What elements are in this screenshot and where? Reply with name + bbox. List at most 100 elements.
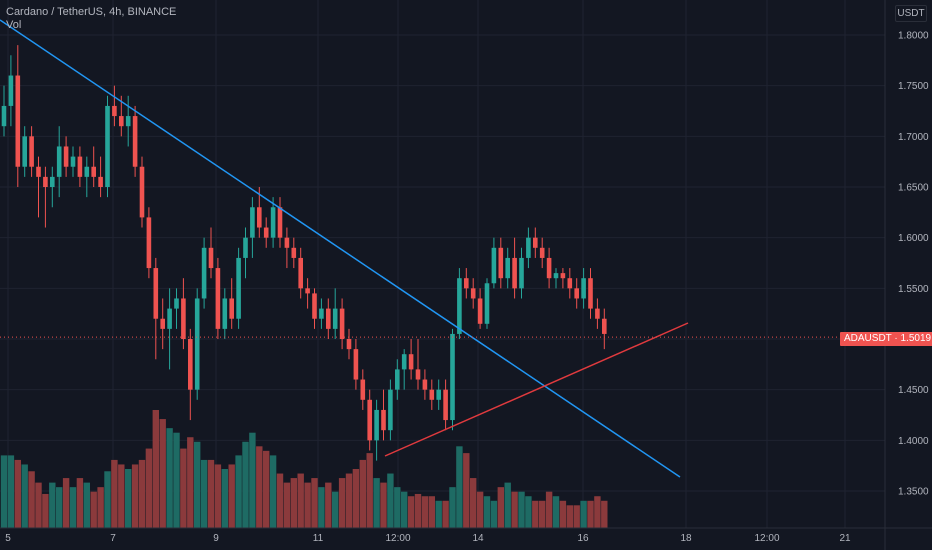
volume-bar bbox=[221, 469, 228, 528]
volume-bar bbox=[83, 482, 90, 528]
volume-bar bbox=[566, 505, 573, 528]
candle-body bbox=[553, 273, 559, 279]
descending-trendline[interactable] bbox=[0, 19, 681, 478]
volume-bar bbox=[125, 469, 132, 528]
candle-body bbox=[395, 369, 400, 390]
volume-bar bbox=[428, 496, 435, 528]
price-tick-label: 1.7000 bbox=[898, 132, 929, 143]
candle-body bbox=[533, 237, 538, 248]
volume-bars bbox=[0, 410, 608, 528]
candle-body bbox=[119, 116, 124, 127]
candle-body bbox=[194, 298, 200, 390]
candle-body bbox=[422, 379, 428, 390]
volume-bar bbox=[532, 500, 539, 528]
candle-body bbox=[567, 278, 573, 289]
candle-body bbox=[270, 207, 276, 238]
candle-body bbox=[546, 257, 552, 279]
candle-body bbox=[498, 247, 504, 279]
candle-body bbox=[312, 293, 317, 319]
volume-bar bbox=[194, 441, 201, 528]
currency-label[interactable]: USDT bbox=[895, 5, 927, 22]
volume-bar bbox=[456, 446, 463, 528]
candle-body bbox=[36, 166, 41, 177]
volume-bar bbox=[249, 432, 256, 528]
volume-bar bbox=[131, 464, 139, 528]
volume-bar bbox=[580, 500, 587, 528]
time-axis[interactable]: 5 7 9 11 12:00 14 16 18 12:00 21 bbox=[5, 533, 851, 544]
volume-bar bbox=[180, 448, 187, 528]
volume-bar bbox=[42, 493, 49, 528]
last-price-badge: ADAUSDT · 1.5019 bbox=[840, 332, 932, 346]
candle-body bbox=[429, 389, 435, 400]
volume-bar bbox=[497, 487, 504, 528]
volume-bar bbox=[207, 459, 215, 528]
price-tick-label: 1.8000 bbox=[898, 31, 929, 42]
candles bbox=[1, 45, 607, 461]
volume-bar bbox=[152, 410, 159, 528]
badge-separator: · bbox=[894, 333, 901, 344]
candle-body bbox=[91, 166, 96, 177]
candle-body bbox=[284, 237, 290, 248]
volume-bar bbox=[359, 459, 366, 528]
candle-body bbox=[374, 409, 379, 441]
volume-bar bbox=[318, 487, 325, 528]
candle-body bbox=[243, 237, 248, 258]
candle-body bbox=[160, 318, 165, 329]
price-tick-label: 1.4000 bbox=[898, 436, 929, 447]
currency-text: USDT bbox=[897, 8, 925, 19]
candle-body bbox=[63, 146, 69, 167]
volume-bar bbox=[242, 441, 249, 528]
candle-body bbox=[353, 349, 359, 380]
candle-body bbox=[29, 136, 34, 167]
volume-bar bbox=[449, 487, 456, 528]
volume-bar bbox=[483, 496, 491, 528]
time-tick-label: 14 bbox=[472, 533, 484, 544]
volume-bar bbox=[159, 419, 166, 528]
volume-bar bbox=[49, 482, 56, 528]
time-tick-label: 12:00 bbox=[754, 533, 779, 544]
candle-body bbox=[388, 389, 393, 431]
candle-body bbox=[201, 247, 207, 299]
candle-body bbox=[70, 156, 76, 167]
volume-bar bbox=[269, 455, 277, 528]
candle-body bbox=[491, 247, 497, 284]
volume-bar bbox=[145, 448, 153, 528]
time-tick-label: 11 bbox=[313, 533, 324, 544]
volume-bar bbox=[504, 482, 511, 528]
price-tick-label: 1.3500 bbox=[898, 487, 929, 498]
candle-body bbox=[581, 278, 586, 299]
candle-body bbox=[298, 257, 303, 289]
volume-bar bbox=[407, 496, 415, 528]
candle-body bbox=[443, 389, 448, 421]
volume-bar bbox=[476, 491, 484, 528]
time-tick-label: 9 bbox=[213, 533, 219, 544]
volume-bar bbox=[463, 453, 470, 528]
candle-body bbox=[401, 354, 407, 370]
volume-bar bbox=[97, 487, 104, 528]
volume-bar bbox=[325, 482, 332, 528]
candle-body bbox=[112, 105, 117, 117]
volume-bar bbox=[352, 469, 360, 528]
volume-bar bbox=[263, 450, 270, 528]
volume-bar bbox=[214, 464, 222, 528]
candle-body bbox=[277, 207, 283, 238]
price-tick-label: 1.6000 bbox=[898, 233, 929, 244]
volume-bar bbox=[394, 487, 401, 528]
volume-bar bbox=[69, 487, 77, 528]
candle-body bbox=[50, 176, 55, 187]
volume-bar bbox=[552, 496, 560, 528]
candle-body bbox=[484, 283, 490, 324]
candle-body bbox=[477, 298, 483, 324]
volume-bar bbox=[0, 455, 8, 528]
ascending-trendline[interactable] bbox=[384, 322, 689, 457]
candle-body bbox=[291, 247, 297, 258]
volume-bar bbox=[118, 464, 125, 528]
candle-body bbox=[181, 298, 186, 339]
volume-bar bbox=[573, 505, 580, 528]
candle-body bbox=[319, 308, 324, 319]
candle-body bbox=[188, 339, 193, 390]
candle-body bbox=[464, 278, 469, 289]
volume-bar bbox=[373, 478, 380, 528]
chart-header: Cardano / TetherUS, 4h, BINANCE Vol bbox=[6, 6, 176, 32]
